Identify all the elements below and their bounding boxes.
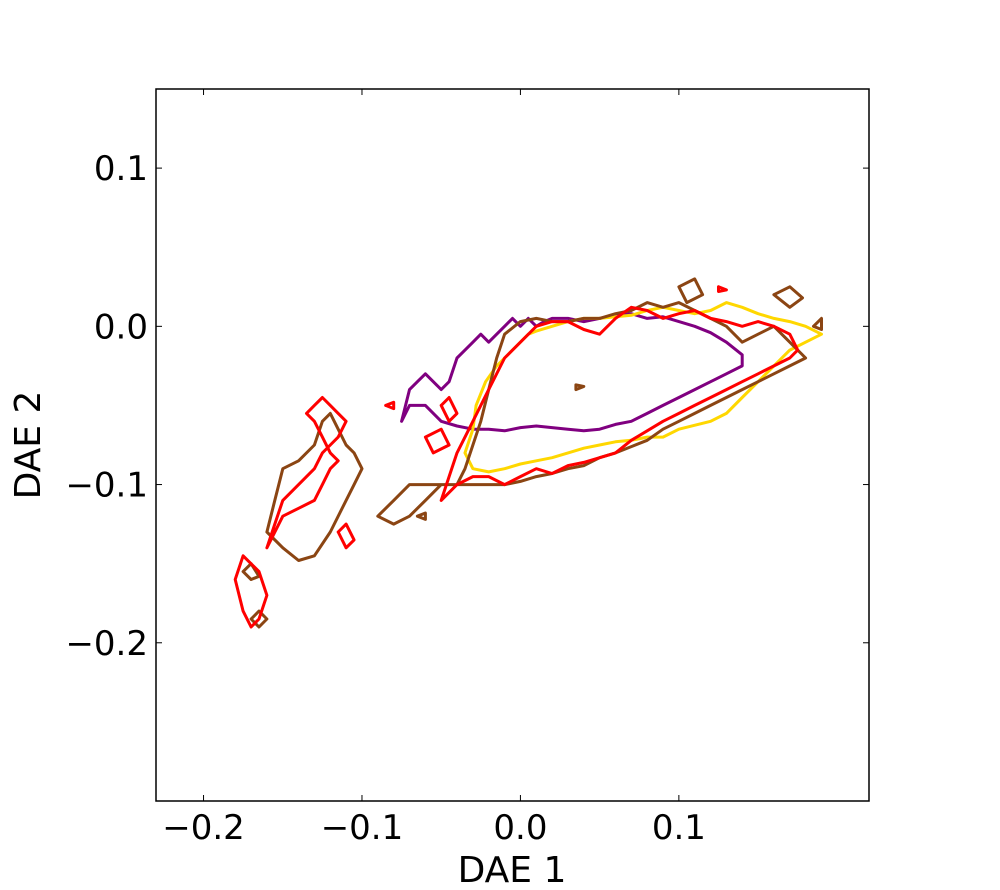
contour-series-2-line-3 (249, 609, 269, 629)
x-tick-label-0: −0.2 (162, 808, 245, 848)
contour-layer (233, 277, 823, 629)
x-tick-label-3: 0.1 (652, 808, 706, 848)
x-tick-label-1: −0.1 (321, 808, 404, 848)
contour-series-3-line-6 (717, 285, 728, 293)
contour-series-2-line-5 (772, 285, 804, 309)
plot-frame (155, 88, 870, 802)
axis-ticks: −0.2 −0.1 0.0 0.1 0.1 0.0 −0.1 −0.2 (65, 89, 869, 848)
y-tick-label-0: 0.1 (94, 149, 148, 189)
y-axis-label: DAE 2 (8, 391, 49, 500)
contour-series-3-line-7 (384, 400, 396, 411)
contour-series-3-line-3 (423, 427, 451, 455)
contour-series-3-line-2 (439, 396, 459, 423)
y-tick-label-3: −0.2 (65, 624, 148, 664)
contour-series-3-line-4 (336, 522, 356, 550)
contour-series-2-line-6 (812, 316, 823, 331)
contour-series-3-line-0 (233, 554, 269, 629)
y-tick-label-1: 0.0 (94, 307, 148, 347)
contour-series-2-line-0 (265, 411, 364, 562)
contour-series-3-line-1 (265, 396, 348, 550)
x-tick-label-2: 0.0 (493, 808, 547, 848)
contour-series-2-line-7 (574, 383, 586, 392)
contour-series-2-line-8 (415, 511, 427, 521)
contour-series-2-line-1 (376, 301, 808, 526)
contour-series-3-line-5 (439, 305, 800, 502)
x-axis-label: DAE 1 (458, 850, 567, 890)
contour-series-2-line-4 (677, 277, 705, 305)
contour-series-0-line-0 (400, 312, 744, 433)
y-tick-label-2: −0.1 (65, 466, 148, 506)
